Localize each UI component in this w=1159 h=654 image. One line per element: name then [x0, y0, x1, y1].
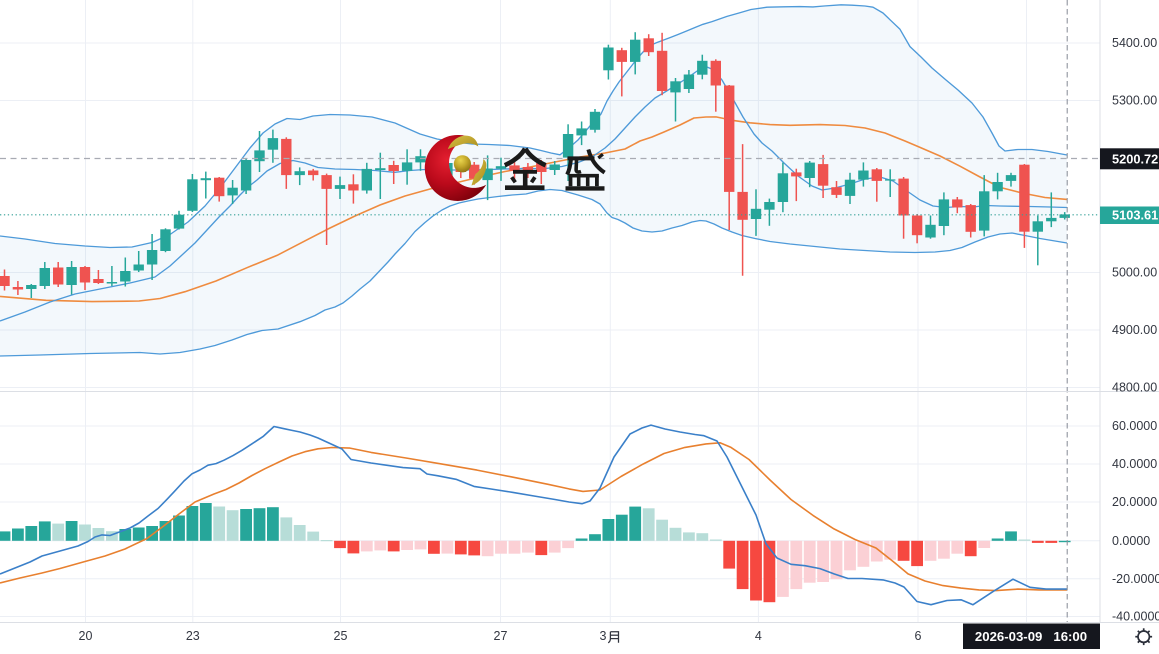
svg-text:4: 4	[755, 629, 762, 643]
svg-text:20.0000: 20.0000	[1112, 495, 1157, 509]
svg-text:25: 25	[334, 629, 348, 643]
svg-text:-40.0000: -40.0000	[1112, 610, 1159, 624]
svg-text:40.0000: 40.0000	[1112, 457, 1157, 471]
svg-text:5103.61: 5103.61	[1112, 208, 1158, 223]
svg-text:5200.72: 5200.72	[1112, 151, 1158, 166]
svg-text:4900.00: 4900.00	[1112, 323, 1157, 337]
svg-text:27: 27	[494, 629, 508, 643]
svg-text:6: 6	[915, 629, 922, 643]
svg-text:20: 20	[79, 629, 93, 643]
svg-text:5400.00: 5400.00	[1112, 36, 1157, 50]
svg-text:5300.00: 5300.00	[1112, 94, 1157, 108]
svg-text:23: 23	[186, 629, 200, 643]
svg-text:2026-03-09 16:00: 2026-03-09 16:00	[975, 629, 1087, 644]
svg-text:60.0000: 60.0000	[1112, 419, 1157, 433]
svg-text:4800.00: 4800.00	[1112, 381, 1157, 395]
svg-text:-20.0000: -20.0000	[1112, 572, 1159, 586]
svg-text:3: 3	[600, 629, 607, 643]
svg-text:0.0000: 0.0000	[1112, 534, 1150, 548]
svg-text:5000.00: 5000.00	[1112, 266, 1157, 280]
